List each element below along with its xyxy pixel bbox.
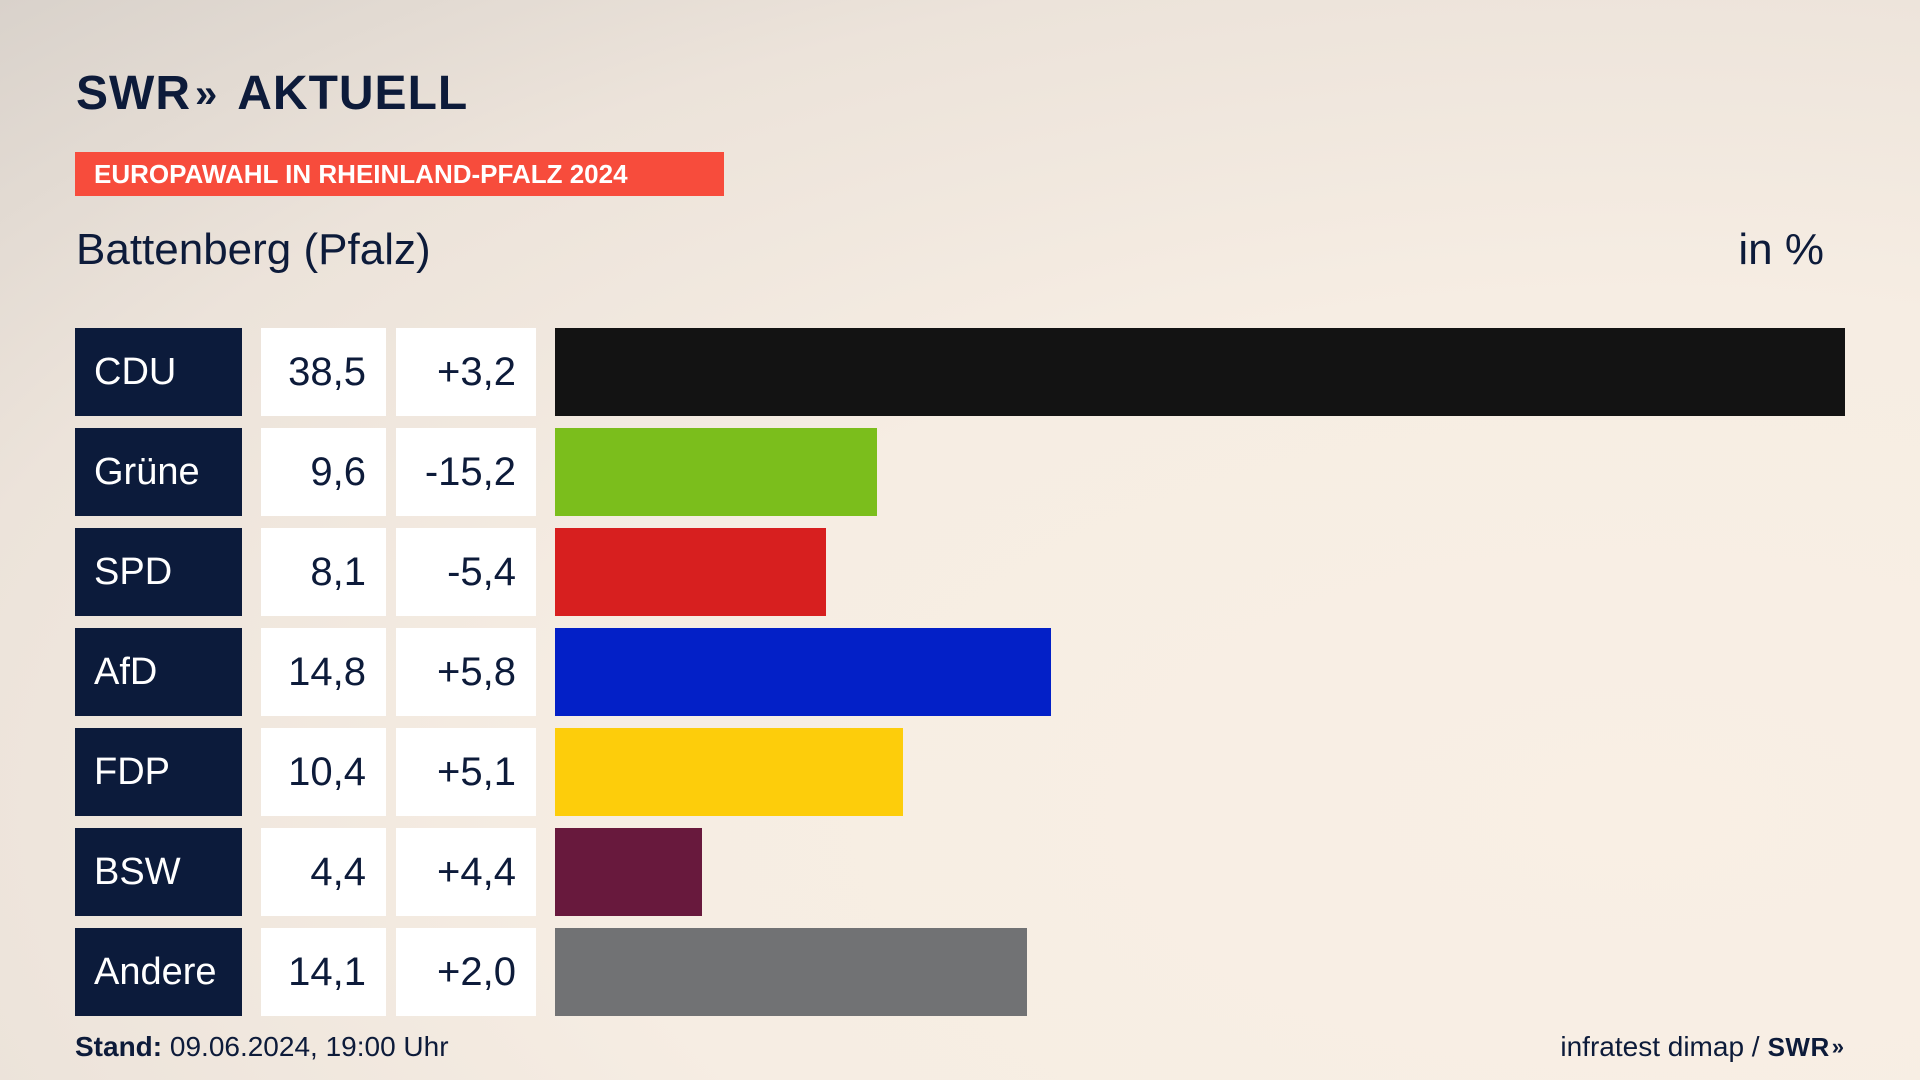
result-bar (555, 628, 1051, 716)
party-label: BSW (75, 828, 242, 916)
footer-swr-logo: SWR (1767, 1032, 1830, 1062)
result-bar (555, 828, 702, 916)
timestamp: Stand: 09.06.2024, 19:00 Uhr (75, 1030, 449, 1064)
vote-change: -15,2 (396, 428, 536, 516)
vote-change: +2,0 (396, 928, 536, 1016)
stand-label: Stand: (75, 1031, 163, 1062)
chevrons-icon: » (194, 72, 218, 116)
result-row: AfD 14,8 +5,8 (75, 628, 1845, 716)
vote-change: +5,8 (396, 628, 536, 716)
party-label: CDU (75, 328, 242, 416)
vote-share: 14,8 (261, 628, 386, 716)
source-text: infratest dimap / (1560, 1031, 1760, 1062)
result-row: BSW 4,4 +4,4 (75, 828, 1845, 916)
result-bar (555, 328, 1845, 416)
result-bar (555, 928, 1027, 1016)
party-label: FDP (75, 728, 242, 816)
result-bar (555, 428, 877, 516)
vote-change: +5,1 (396, 728, 536, 816)
result-row: Andere 14,1 +2,0 (75, 928, 1845, 1016)
party-label: AfD (75, 628, 242, 716)
vote-share: 38,5 (261, 328, 386, 416)
result-row: FDP 10,4 +5,1 (75, 728, 1845, 816)
vote-change: +3,2 (396, 328, 536, 416)
result-bar (555, 528, 826, 616)
vote-share: 10,4 (261, 728, 386, 816)
vote-change: -5,4 (396, 528, 536, 616)
result-row: CDU 38,5 +3,2 (75, 328, 1845, 416)
party-label: Grüne (75, 428, 242, 516)
swr-aktuell-logo: SWR » AKTUELL (76, 66, 468, 122)
vote-share: 14,1 (261, 928, 386, 1016)
result-row: Grüne 9,6 -15,2 (75, 428, 1845, 516)
vote-change: +4,4 (396, 828, 536, 916)
source-credit: infratest dimap / SWR » (1560, 1030, 1844, 1064)
logo-swr-text: SWR (76, 67, 191, 120)
footer-chevrons-icon: » (1831, 1034, 1844, 1059)
vote-share: 4,4 (261, 828, 386, 916)
party-label: Andere (75, 928, 242, 1016)
result-bar (555, 728, 903, 816)
region-title: Battenberg (Pfalz) (76, 225, 431, 274)
results-chart: CDU 38,5 +3,2 Grüne 9,6 -15,2 SPD 8,1 -5,4 AfD 14,… (75, 328, 1845, 1016)
result-row: SPD 8,1 -5,4 (75, 528, 1845, 616)
party-label: SPD (75, 528, 242, 616)
stand-value: 09.06.2024, 19:00 Uhr (162, 1031, 449, 1062)
unit-label: in % (1738, 225, 1824, 274)
vote-share: 8,1 (261, 528, 386, 616)
vote-share: 9,6 (261, 428, 386, 516)
election-banner: EUROPAWAHL IN RHEINLAND-PFALZ 2024 (75, 152, 724, 196)
logo-aktuell-text: AKTUELL (237, 67, 469, 120)
